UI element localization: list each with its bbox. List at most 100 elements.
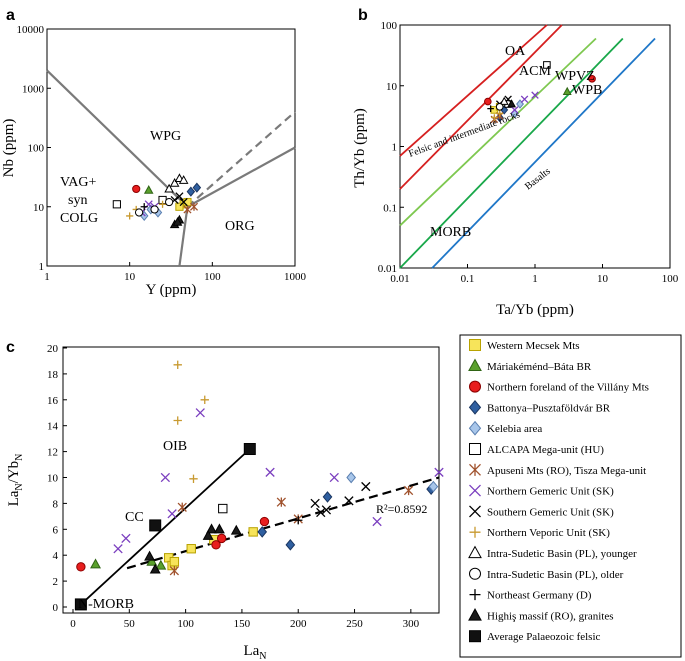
c-ytick-label: 8	[53, 498, 59, 510]
a-data-point	[143, 185, 154, 194]
a-data-point	[178, 175, 189, 184]
legend-marker	[469, 589, 481, 601]
a-xtick-label: 100	[204, 271, 221, 283]
a-data-point	[169, 177, 180, 187]
c-xtick-label: 0	[70, 618, 76, 630]
panel-c-ylabel: LaN/YbN	[6, 454, 25, 507]
b-trend-line	[431, 37, 656, 269]
c-data-point	[144, 550, 156, 561]
b-data-point	[491, 114, 498, 121]
c-ytick-label: 2	[53, 576, 59, 588]
panel-c-ylabel-sub2: N	[14, 454, 25, 461]
a-data-point	[183, 205, 192, 214]
c-reference-point	[149, 519, 162, 532]
a-data-point	[112, 200, 121, 209]
c-data-point	[206, 523, 217, 534]
annotation-nmorb: N-MORB	[78, 597, 134, 612]
b-xtick-label: 10	[597, 273, 609, 285]
panel-b: b 0.01 0.1 1 10 100 0.01 0.1 1 10 100 OA ACM WPVZ…	[352, 7, 679, 318]
c-data-point	[200, 395, 209, 404]
b-data-point	[543, 61, 551, 69]
c-xtick-label: 100	[177, 618, 194, 630]
c-data-point	[216, 533, 227, 544]
c-ytick-label: 18	[47, 369, 59, 381]
c-data-point	[257, 526, 268, 538]
panel-b-xlabel: Ta/Yb (ppm)	[496, 302, 574, 318]
c-data-point	[173, 360, 182, 370]
field-label-wpb: WPB	[572, 83, 602, 98]
b-trend-line	[399, 37, 624, 269]
a-data-point	[172, 216, 183, 226]
c-reference-point	[74, 598, 87, 611]
a-data-point	[140, 203, 148, 211]
a-data-point	[132, 184, 141, 194]
b-xtick-label: 0.01	[390, 273, 409, 285]
a-data-point	[175, 202, 184, 211]
legend-label: Máriakéménd–Báta BR	[487, 361, 592, 373]
c-data-point	[428, 480, 439, 493]
c-data-point	[155, 559, 167, 570]
c-xtick-label: 250	[346, 618, 363, 630]
a-ytick-label: 10	[33, 202, 45, 214]
legend-marker	[468, 420, 482, 436]
legend-label: Kelebia area	[487, 423, 542, 435]
c-data-point	[167, 509, 177, 519]
panel-a-xlabel: Y (ppm)	[146, 282, 197, 298]
c-reference-point	[243, 443, 256, 456]
panel-a: a 1 10 100 1000 1 10 100 1000 10000 WPG VAG+ syn…	[1, 7, 307, 298]
c-data-point	[149, 563, 161, 574]
c-data-point	[285, 539, 296, 551]
c-xtick-label: 300	[403, 618, 420, 630]
legend-marker	[469, 463, 481, 476]
a-data-point	[150, 205, 159, 214]
b-data-point	[499, 96, 509, 105]
b-data-point	[496, 110, 504, 117]
legend-marker	[468, 608, 482, 621]
field-label-colg: COLG	[60, 211, 98, 226]
legend-label: Intra-Sudetic Basin (PL), older	[487, 569, 624, 581]
panel-c-xlabel-sub: N	[259, 651, 266, 661]
legend-marker	[469, 339, 481, 351]
c-data-point	[218, 503, 228, 514]
field-label-syn: syn	[68, 193, 87, 208]
legend-label: Highiş massif (RO), granites	[487, 610, 613, 622]
c-data-point	[195, 408, 205, 418]
legend-marker	[469, 443, 481, 455]
a-data-point	[186, 186, 196, 197]
legend-marker	[469, 380, 481, 393]
a-data-point	[164, 183, 174, 193]
panel-c-xlabel-main: La	[243, 643, 259, 659]
c-data-point	[189, 474, 198, 483]
legend-label: Battonya–Pusztaföldvár BR	[487, 402, 611, 414]
panel-c-ylabel-sub: N	[14, 483, 25, 490]
c-ytick-label: 12	[47, 447, 58, 459]
b-data-point	[588, 75, 596, 83]
legend-label: Northeast Germany (D)	[487, 590, 592, 602]
panel-a-label: a	[6, 7, 15, 24]
c-regression-line	[126, 476, 440, 570]
c-data-point	[265, 467, 275, 477]
c-data-point	[169, 556, 180, 567]
legend-marker	[468, 545, 482, 559]
c-data-point	[316, 507, 326, 518]
field-label-vag: VAG+	[60, 175, 97, 190]
c-data-point	[230, 524, 242, 535]
legend-label: Southern Gemeric Unit (SK)	[487, 506, 614, 518]
panel-b-label: b	[358, 7, 368, 24]
b-data-point	[507, 99, 517, 108]
field-label-wpg: WPG	[150, 129, 181, 144]
c-ytick-label: 20	[47, 343, 59, 355]
legend-marker	[469, 505, 481, 518]
c-ytick-label: 10	[47, 473, 59, 485]
field-label-acm: ACM	[519, 64, 551, 79]
annotation-r2: R²=0.8592	[376, 502, 427, 516]
legend-marker	[469, 567, 481, 580]
c-data-point	[177, 502, 187, 512]
c-ytick-label: 4	[53, 550, 59, 562]
annotation-cc: CC	[125, 510, 144, 525]
legend-label: ALCAPA Mega-unit (HU)	[487, 444, 604, 456]
legend-marker	[469, 484, 481, 497]
c-data-point	[76, 562, 86, 572]
c-data-point	[248, 527, 258, 537]
b-xtick-label: 100	[662, 273, 679, 285]
